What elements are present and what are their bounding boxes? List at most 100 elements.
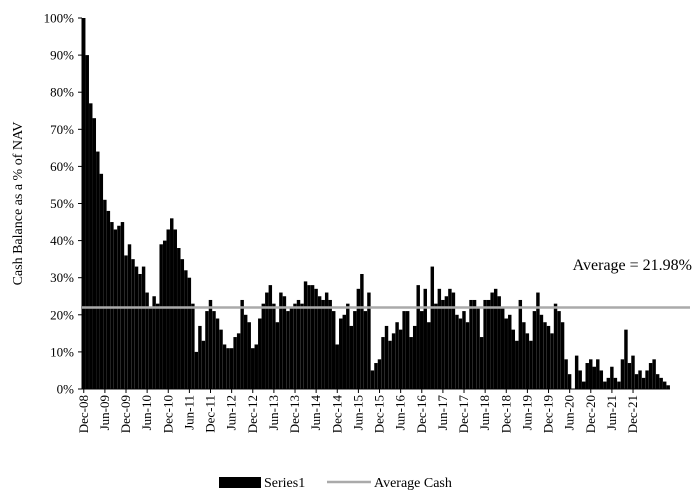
bar-50	[258, 318, 262, 389]
bar-40	[222, 344, 227, 389]
bar-108	[462, 311, 466, 389]
bar-63	[303, 281, 308, 389]
bar-117	[493, 288, 498, 389]
y-tick-label: 90%	[50, 48, 74, 63]
bar-76	[349, 325, 354, 389]
y-tick-label: 0%	[57, 382, 75, 397]
bar-65	[310, 285, 315, 389]
bar-161	[648, 363, 653, 389]
x-tick-label: Jun-17	[435, 395, 450, 431]
bar-152	[617, 381, 621, 389]
bar-26	[173, 229, 177, 389]
bar-16	[138, 273, 142, 389]
bar-88	[391, 333, 396, 389]
bar-78	[356, 288, 361, 389]
bar-92	[405, 311, 410, 389]
bar-1	[85, 55, 89, 389]
bar-30	[187, 277, 192, 389]
x-tick-label: Dec-11	[203, 395, 218, 433]
bar-24	[166, 229, 170, 389]
y-tick-label: 80%	[50, 85, 74, 100]
bar-52	[265, 292, 269, 389]
bar-110	[469, 299, 473, 389]
y-tick-label: 100%	[44, 11, 75, 26]
bar-45	[240, 299, 244, 389]
bar-25	[170, 218, 174, 389]
bar-98	[427, 322, 431, 389]
bar-153	[620, 359, 625, 389]
legend: Series1 Average Cash	[219, 476, 452, 491]
bar-41	[226, 348, 230, 389]
bar-73	[339, 318, 343, 389]
bar-106	[455, 314, 459, 389]
x-tick-label: Jun-20	[562, 395, 577, 430]
bar-135	[557, 311, 561, 389]
bar-144	[589, 359, 593, 389]
x-tick-label: Jun-19	[519, 395, 534, 430]
x-tick-label: Dec-17	[456, 395, 471, 434]
bar-142	[581, 381, 586, 389]
bar-148	[603, 381, 607, 389]
bar-77	[353, 311, 357, 389]
bar-5	[99, 173, 104, 389]
bar-91	[402, 311, 406, 389]
bar-155	[627, 363, 632, 389]
bar-54	[272, 303, 276, 389]
bar-151	[613, 377, 618, 389]
x-tick-label: Jun-16	[393, 395, 408, 431]
bar-22	[159, 244, 163, 389]
bar-68	[321, 299, 325, 389]
x-tick-label: Jun-13	[266, 395, 281, 430]
bar-72	[335, 344, 339, 389]
x-tick-label: Dec-16	[414, 395, 429, 434]
bar-59	[289, 307, 294, 389]
y-tick-label: 30%	[50, 270, 74, 285]
bar-165	[662, 381, 667, 389]
bar-136	[560, 322, 565, 389]
bar-38	[215, 318, 220, 389]
bar-86	[384, 325, 389, 389]
bar-94	[412, 325, 417, 389]
bar-147	[599, 370, 604, 389]
bar-70	[328, 299, 332, 389]
bar-146	[596, 359, 600, 389]
bar-104	[448, 288, 452, 389]
x-tick-label: Jun-10	[139, 395, 154, 430]
bar-124	[518, 299, 523, 389]
bar-128	[532, 311, 537, 389]
bar-126	[525, 333, 530, 389]
bar-164	[659, 377, 663, 389]
bar-105	[451, 292, 456, 389]
bar-71	[331, 311, 336, 389]
x-tick-label: Dec-13	[287, 395, 302, 433]
x-tick-label: Jun-15	[350, 395, 365, 430]
bar-29	[184, 270, 188, 389]
y-tick-label: 10%	[50, 344, 74, 359]
bar-97	[423, 288, 427, 389]
bar-47	[247, 322, 251, 389]
x-tick-label: Dec-18	[498, 395, 513, 433]
bar-109	[465, 322, 470, 389]
bar-13	[127, 244, 132, 389]
bar-64	[307, 285, 311, 389]
bar-112	[476, 307, 480, 389]
y-axis-label: Cash Balance as a % of NAV	[11, 122, 26, 286]
bar-166	[666, 385, 670, 389]
bar-149	[606, 377, 611, 389]
x-tick-label: Dec-21	[625, 395, 640, 433]
bar-56	[279, 292, 283, 389]
x-tick-label: Dec-10	[160, 395, 175, 433]
x-tick-label: Jun-21	[604, 395, 619, 430]
bar-83	[374, 363, 378, 389]
bar-31	[191, 303, 195, 389]
bar-132	[546, 325, 551, 389]
bar-122	[511, 329, 516, 389]
bar-115	[486, 299, 491, 389]
bar-80	[363, 311, 368, 389]
x-tick-label: Dec-12	[245, 395, 260, 433]
bar-129	[536, 292, 540, 389]
bar-123	[515, 340, 519, 389]
bar-93	[409, 337, 413, 389]
bar-90	[398, 329, 403, 389]
